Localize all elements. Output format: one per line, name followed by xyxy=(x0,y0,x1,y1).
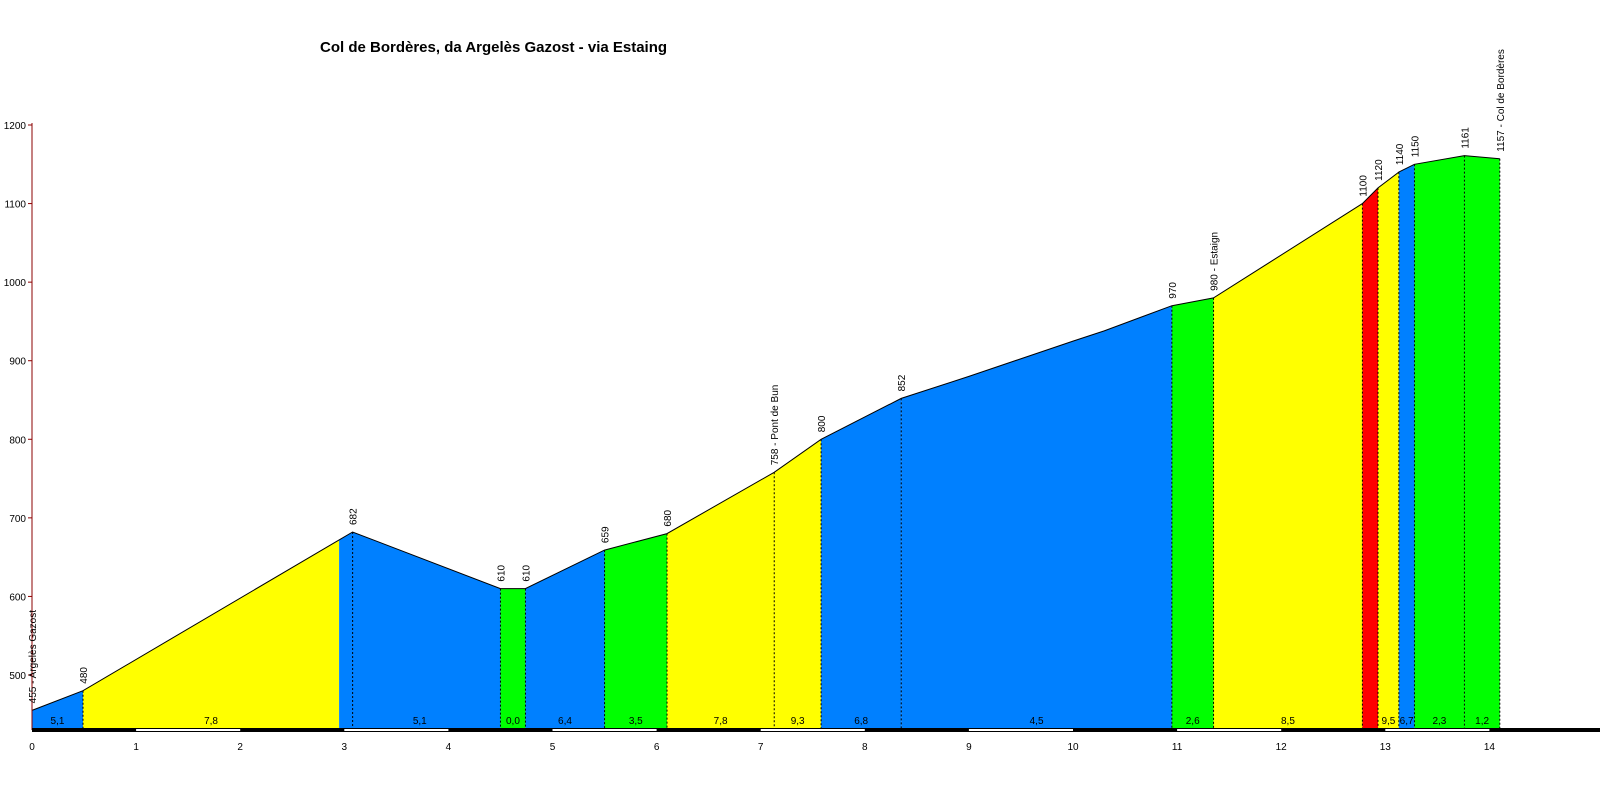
gradient-segment xyxy=(1171,297,1214,730)
x-tick-label: 5 xyxy=(550,742,556,753)
y-tick-label: 800 xyxy=(9,435,26,446)
profile-line xyxy=(31,155,1500,711)
gradient-label: 9,5 xyxy=(1381,716,1395,727)
x-tick-label: 8 xyxy=(862,742,868,753)
gradient-label: 0,0 xyxy=(506,716,520,727)
gradient-label: 5,1 xyxy=(413,716,427,727)
gradient-segment xyxy=(604,533,668,730)
distance-bar-white-km xyxy=(1385,729,1490,731)
gradient-label: 1,2 xyxy=(1475,716,1489,727)
distance-bar-white-km xyxy=(552,729,657,731)
x-tick-label: 1 xyxy=(133,742,139,753)
elevation-annotation: 682 xyxy=(349,508,360,525)
gradient-label: 7,8 xyxy=(204,716,218,727)
x-tick-label: 0 xyxy=(29,742,35,753)
gradient-segment xyxy=(32,690,84,730)
x-tick-label: 14 xyxy=(1484,742,1496,753)
elevation-annotation: 852 xyxy=(897,374,908,391)
x-tick-label: 7 xyxy=(758,742,764,753)
gradient-label: 6,7 xyxy=(1400,716,1414,727)
x-tick-label: 6 xyxy=(654,742,660,753)
elevation-annotation: 680 xyxy=(663,509,674,526)
elevation-annotation: 980 - Estaign xyxy=(1210,232,1221,291)
x-tick-label: 11 xyxy=(1172,742,1183,753)
gradient-segment xyxy=(901,305,1172,730)
elevation-annotation: 800 xyxy=(817,415,828,432)
distance-bar-white-km xyxy=(968,729,1073,731)
gradient-segment xyxy=(1362,187,1379,730)
x-tick-label: 13 xyxy=(1380,742,1392,753)
gradient-label: 4,5 xyxy=(1030,716,1044,727)
distance-bar-white-km xyxy=(1177,729,1282,731)
gradient-label: 6,4 xyxy=(558,716,572,727)
gradient-label: 8,5 xyxy=(1281,716,1295,727)
gradient-segment xyxy=(667,472,775,730)
x-tick-label: 10 xyxy=(1067,742,1079,753)
distance-bar-white-km xyxy=(136,729,241,731)
elevation-annotation: 1150 xyxy=(1410,135,1421,157)
chart-title: Col de Bordères, da Argelès Gazost - via… xyxy=(320,39,668,56)
gradient-label: 7,8 xyxy=(714,716,728,727)
gradient-segment xyxy=(1414,155,1465,731)
gradient-label: 6,8 xyxy=(854,716,868,727)
gradient-segment xyxy=(83,539,340,730)
x-tick-label: 9 xyxy=(966,742,972,753)
elevation-annotation: 1100 xyxy=(1358,175,1369,197)
y-tick-label: 1000 xyxy=(4,278,27,289)
gradient-label: 3,5 xyxy=(629,716,643,727)
gradient-segment xyxy=(821,398,902,730)
gradient-label: 5,1 xyxy=(51,716,65,727)
elevation-annotation: 1120 xyxy=(1374,159,1385,181)
x-tick-label: 3 xyxy=(342,742,348,753)
gradient-label: 2,6 xyxy=(1186,716,1200,727)
y-tick-label: 500 xyxy=(9,671,26,682)
x-tick-label: 12 xyxy=(1276,742,1288,753)
y-tick-label: 1200 xyxy=(4,121,27,132)
elevation-annotation: 758 - Pont de Bun xyxy=(770,385,781,466)
y-tick-label: 700 xyxy=(9,514,26,525)
gradient-segment xyxy=(500,588,526,730)
gradient-segment xyxy=(1213,203,1363,731)
gradient-label: 2,3 xyxy=(1432,716,1446,727)
elevation-annotation: 480 xyxy=(79,667,90,684)
elevation-annotation: 610 xyxy=(521,564,532,581)
gradient-segment xyxy=(525,550,605,730)
elevation-annotation: 1161 xyxy=(1460,127,1471,149)
gradient-segment xyxy=(1398,164,1415,731)
elevation-annotation: 1140 xyxy=(1395,143,1406,165)
gradient-segment xyxy=(1464,155,1500,731)
elevation-annotation: 659 xyxy=(601,526,612,543)
elevation-annotation: 1157 - Col de Bordères xyxy=(1496,49,1507,152)
elevation-annotation: 970 xyxy=(1168,282,1179,299)
y-tick-label: 900 xyxy=(9,357,26,368)
gradient-segment xyxy=(774,439,822,730)
y-tick-label: 600 xyxy=(9,592,26,603)
x-tick-label: 4 xyxy=(446,742,452,753)
distance-bar-white-km xyxy=(760,729,865,731)
gradient-segment xyxy=(339,532,501,730)
distance-bar-white-km xyxy=(344,729,449,731)
gradient-segment xyxy=(1378,172,1399,731)
elevation-annotation: 610 xyxy=(496,564,507,581)
elevation-annotation: 455 - Argelès Gazost xyxy=(28,610,39,704)
x-tick-label: 2 xyxy=(237,742,243,753)
gradient-label: 9,3 xyxy=(791,716,805,727)
y-tick-label: 1100 xyxy=(4,200,26,211)
